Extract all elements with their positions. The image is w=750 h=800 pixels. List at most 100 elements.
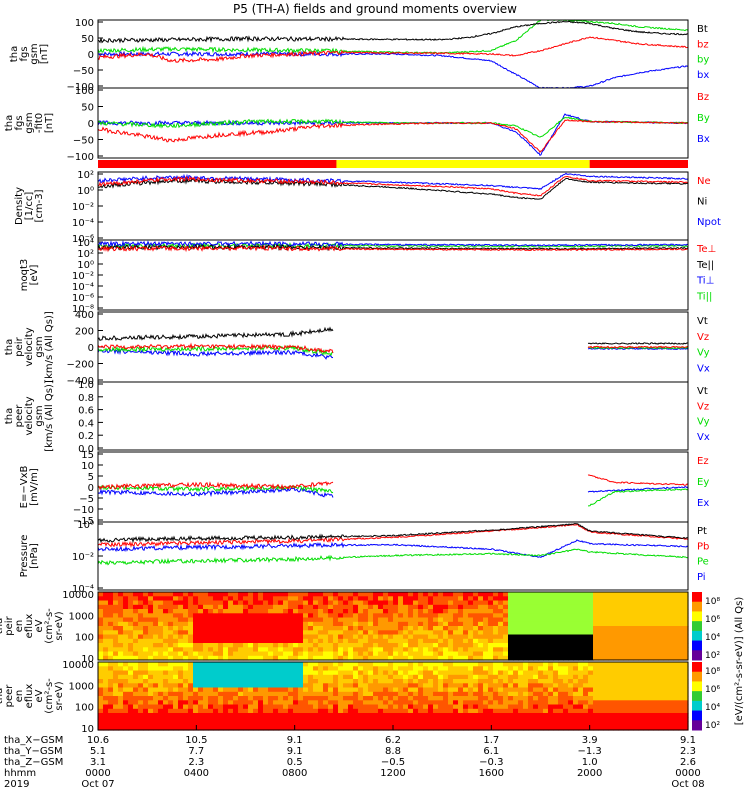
spectrogram-cell: [478, 725, 484, 731]
spectrogram-cell: [408, 604, 414, 610]
spectrogram-cell: [658, 617, 664, 623]
spectrogram-cell: [318, 634, 324, 640]
spectrogram-cell: [333, 655, 339, 661]
spectrogram-cell: [418, 662, 424, 667]
series-line-Ez: [587, 474, 689, 486]
spectrogram-cell: [343, 634, 349, 640]
spectrogram-cell: [263, 634, 269, 640]
ylabel-line: [nT]: [44, 113, 55, 133]
spectrogram-cell: [353, 647, 359, 653]
spectrogram-cell: [228, 700, 234, 706]
spectrogram-cell: [208, 596, 214, 602]
spectrogram-cell: [193, 691, 199, 697]
spectrogram-cell: [253, 674, 259, 680]
spectrogram-cell: [483, 700, 489, 706]
spectrogram-cell: [178, 721, 184, 727]
spectrogram-cell: [278, 662, 284, 667]
spectrogram-cell: [663, 596, 669, 602]
spectrogram-cell: [323, 592, 329, 597]
spectrogram-cell: [513, 679, 519, 684]
spectrogram-cell: [283, 621, 289, 627]
spectrogram-cell: [298, 670, 304, 676]
ytick-label: −50: [73, 136, 94, 147]
spectrogram-cell: [458, 613, 464, 619]
spectrogram-cell: [583, 600, 589, 606]
spectrogram-cell: [683, 613, 689, 619]
spectrogram-cell: [613, 713, 619, 718]
spectrogram-cell: [513, 666, 519, 672]
spectrogram-cell: [313, 700, 319, 706]
spectrogram-cell: [173, 721, 179, 727]
spectrogram-cell: [313, 721, 319, 727]
spectrogram-cell: [453, 643, 459, 648]
spectrogram-cell: [118, 651, 124, 657]
spectrogram-cell: [188, 592, 194, 597]
spectrogram-cell: [673, 679, 679, 684]
spectrogram-cell: [403, 634, 409, 640]
spectrogram-cell: [278, 596, 284, 602]
spectrogram-cell: [153, 647, 159, 653]
spectrogram-cell: [408, 687, 414, 693]
spectrogram-cell: [103, 721, 109, 727]
spectrogram-cell: [438, 655, 444, 661]
spectrogram-cell: [528, 609, 534, 614]
spectrogram-cell: [113, 626, 119, 631]
spectrogram-cell: [298, 721, 304, 727]
ytick-label: 100: [75, 18, 94, 29]
spectrogram-cell: [398, 600, 404, 606]
spectrogram-cell: [163, 679, 169, 684]
spectrogram-cell: [418, 630, 424, 636]
spectrogram-cell: [293, 592, 299, 597]
spectrogram-cell: [653, 617, 659, 623]
spectrogram-cell: [518, 617, 524, 623]
spectrogram-cell: [103, 713, 109, 718]
spectrogram-cell: [553, 708, 559, 714]
spectrogram-cell: [403, 721, 409, 727]
spectrogram-cell: [538, 634, 544, 640]
spectrogram-cell: [373, 592, 379, 597]
spectrogram-cell: [433, 596, 439, 602]
spectrogram-cell: [503, 630, 509, 636]
spectrogram-cell: [533, 704, 539, 710]
spectrogram-cell: [328, 592, 334, 597]
spectrogram-cell: [303, 626, 309, 631]
spectrogram-cell: [568, 651, 574, 657]
spectrogram-cell: [593, 638, 599, 644]
spectrogram-cell: [278, 670, 284, 676]
spectrogram-cell: [663, 708, 669, 714]
spectrogram-cell: [173, 691, 179, 697]
spectrogram-cell: [623, 704, 629, 710]
spectrogram-cell: [468, 662, 474, 667]
spectrogram-cell: [463, 655, 469, 661]
spectrogram-cell: [453, 708, 459, 714]
spectrogram-cell: [523, 713, 529, 718]
legend-entry: Ey: [697, 477, 709, 488]
spectrogram-cell: [433, 687, 439, 693]
spectrogram-cell: [283, 592, 289, 597]
spectrogram-cell: [483, 670, 489, 676]
spectrogram-cell: [338, 592, 344, 597]
spectrogram-cell: [223, 596, 229, 602]
spectrogram-cell: [493, 683, 499, 689]
spectrogram-cell: [273, 626, 279, 631]
spectrogram-cell: [643, 634, 649, 640]
spectrogram-cell: [603, 691, 609, 697]
spectrogram-cell: [308, 647, 314, 653]
spectrogram-cell: [418, 647, 424, 653]
spectrogram-cell: [188, 708, 194, 714]
spectrogram-cell: [588, 613, 594, 619]
spectrogram-cell: [193, 696, 199, 701]
spectrogram-cell: [393, 655, 399, 661]
spectrogram-cell: [598, 592, 604, 597]
spectrogram-cell: [623, 687, 629, 693]
spectrogram-cell: [248, 604, 254, 610]
spectrogram-cell: [433, 651, 439, 657]
spectrogram-cell: [493, 592, 499, 597]
spectrogram-cell: [533, 700, 539, 706]
spectrogram-cell: [428, 647, 434, 653]
spectrogram-cell: [258, 713, 264, 718]
spectrogram-cell: [453, 683, 459, 689]
spectrogram-cell: [223, 687, 229, 693]
spectrogram-cell: [378, 700, 384, 706]
spectrogram-cell: [428, 600, 434, 606]
